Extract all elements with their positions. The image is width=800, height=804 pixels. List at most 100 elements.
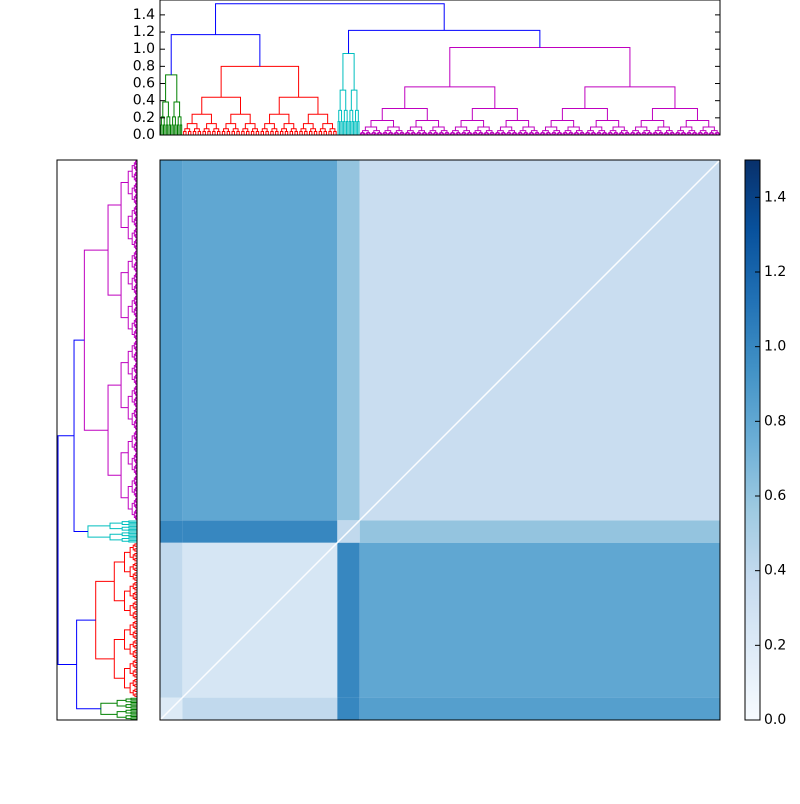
leaf-link xyxy=(512,132,517,134)
leaf-link xyxy=(585,133,588,135)
link xyxy=(348,29,541,54)
leaf-link xyxy=(133,263,136,271)
leaf-link xyxy=(350,89,358,111)
leaf-link xyxy=(550,119,575,127)
leaf-link xyxy=(523,133,526,135)
leaf-link xyxy=(630,133,633,135)
leaf-link xyxy=(616,133,619,135)
leaf-link xyxy=(125,709,131,714)
leaf-link xyxy=(133,511,136,518)
leaf-link xyxy=(447,133,450,135)
leaf-link xyxy=(610,133,613,135)
leaf-link xyxy=(666,133,670,135)
leaf-link xyxy=(542,133,546,135)
leaf-link xyxy=(130,703,137,706)
leaf-link xyxy=(655,133,658,135)
y-tick-label: 1.4 xyxy=(133,7,155,23)
leaf-link xyxy=(421,133,425,135)
leaf-link xyxy=(535,132,539,134)
leaf-link xyxy=(132,689,135,696)
leaf-link xyxy=(435,133,439,135)
leaf-link xyxy=(343,120,346,135)
leaf-link xyxy=(129,643,134,655)
link xyxy=(170,34,261,75)
leaf-link xyxy=(709,132,714,134)
leaf-link xyxy=(561,108,608,121)
y-tick-label: 0.8 xyxy=(133,58,155,74)
leaf-link xyxy=(300,128,307,132)
leaf-link xyxy=(134,678,137,683)
leaf-link xyxy=(666,130,673,133)
leaf-link xyxy=(134,543,137,547)
leaf-link xyxy=(124,590,131,611)
leaf-link xyxy=(472,133,475,135)
leaf-link xyxy=(643,130,651,133)
leaf-link xyxy=(433,133,436,135)
leaf-link xyxy=(134,669,137,673)
colorbar-tick-label: 0.8 xyxy=(764,413,786,429)
leaf-link xyxy=(132,544,135,551)
leaf-link xyxy=(556,133,560,135)
leaf-link xyxy=(469,133,473,135)
y-tick-label: 0.2 xyxy=(133,110,155,126)
heatmap-cell xyxy=(182,520,338,543)
leaf-link xyxy=(503,133,506,135)
leaf-link xyxy=(127,440,133,465)
leaf-link xyxy=(715,132,720,134)
leaf-link xyxy=(129,624,134,636)
colorbar-tick-label: 0.4 xyxy=(764,563,786,579)
leaf-link xyxy=(107,384,122,476)
leaf-link xyxy=(410,133,414,135)
leaf-link xyxy=(236,131,240,135)
leaf-link xyxy=(371,133,374,135)
leaf-link xyxy=(133,398,136,406)
leaf-link xyxy=(318,131,323,135)
leaf-link xyxy=(608,132,613,134)
leaf-link xyxy=(246,131,250,135)
leaf-link xyxy=(129,566,134,578)
leaf-link xyxy=(540,132,545,134)
leaf-link xyxy=(383,132,387,134)
leaf-link xyxy=(194,128,200,132)
leaf-link xyxy=(131,322,135,336)
leaf-link xyxy=(562,133,565,135)
leaf-link xyxy=(133,207,136,214)
leaf-link xyxy=(450,133,453,135)
leaf-link xyxy=(132,680,135,686)
colorbar-tick-label: 0.0 xyxy=(764,712,786,728)
cluster-link xyxy=(87,525,111,538)
leaf-link xyxy=(382,133,385,135)
leaf-link xyxy=(564,130,572,133)
leaf-link xyxy=(463,130,471,133)
leaf-link xyxy=(413,133,416,135)
leaf-link xyxy=(133,342,136,350)
leaf-link xyxy=(128,531,137,535)
leaf-link xyxy=(134,591,137,596)
leaf-link xyxy=(621,133,625,135)
leaf-link xyxy=(568,132,573,134)
cluster-link xyxy=(100,702,118,715)
leaf-link xyxy=(424,133,428,135)
leaf-link xyxy=(567,126,580,131)
leaf-link xyxy=(279,131,284,135)
leaf-link xyxy=(131,367,135,381)
leaf-link xyxy=(130,711,137,715)
leaf-link xyxy=(128,520,137,523)
leaf-link xyxy=(206,123,217,129)
leaf-link xyxy=(429,130,437,133)
leaf-link xyxy=(595,119,620,127)
leaf-link xyxy=(225,123,237,129)
leaf-link xyxy=(134,586,137,591)
leaf-link xyxy=(221,131,226,135)
leaf-link xyxy=(587,133,591,135)
leaf-link xyxy=(250,131,255,135)
leaf-link xyxy=(302,123,314,129)
leaf-link xyxy=(120,452,129,499)
leaf-link xyxy=(131,255,135,268)
leaf-link xyxy=(124,551,131,573)
leaf-link xyxy=(455,133,459,135)
leaf-link xyxy=(704,132,708,134)
leaf-link xyxy=(131,457,135,471)
leaf-link xyxy=(130,714,137,717)
